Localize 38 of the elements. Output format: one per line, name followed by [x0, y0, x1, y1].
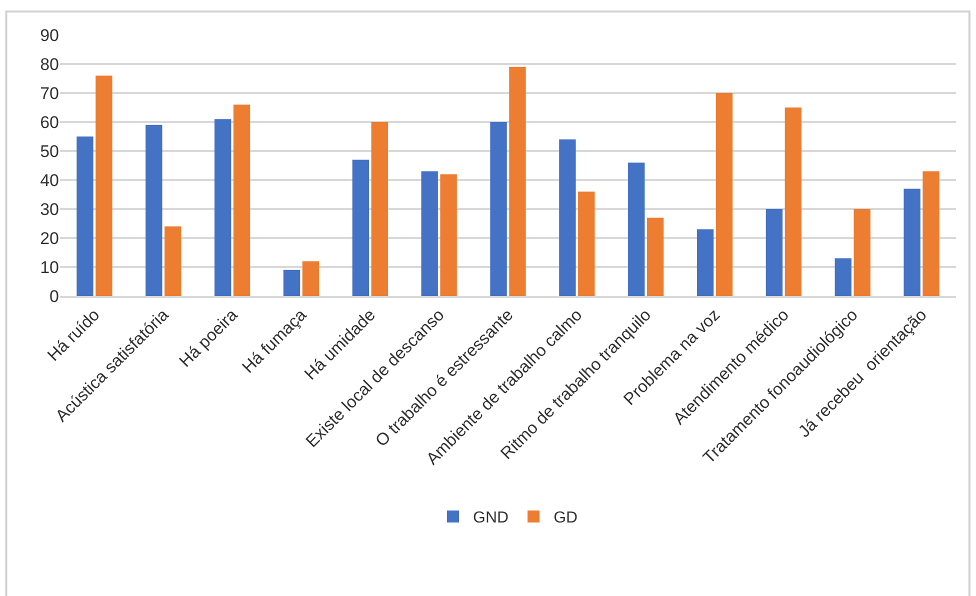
y-tick-label: 70 [40, 84, 59, 103]
bar [490, 122, 507, 296]
bar [559, 139, 576, 296]
bar [696, 229, 714, 296]
bar [302, 261, 320, 296]
bar [509, 66, 526, 296]
bar [76, 136, 94, 296]
y-tick-label: 50 [40, 142, 59, 161]
y-tick-label: 0 [50, 286, 59, 306]
bar [628, 162, 645, 296]
bar [283, 270, 300, 296]
bar [766, 209, 783, 296]
y-tick-label: 80 [40, 54, 59, 74]
legend-label: GD [554, 510, 578, 527]
y-tick-label: 10 [40, 258, 59, 277]
bar [578, 192, 595, 296]
bar [646, 218, 664, 296]
bar [716, 93, 733, 296]
bar [164, 226, 182, 296]
y-tick-label: 30 [40, 200, 59, 219]
y-tick-label: 20 [40, 228, 59, 248]
bar [421, 171, 438, 296]
bar [96, 76, 112, 296]
bar [834, 258, 852, 296]
bar [352, 160, 370, 296]
bar [233, 104, 250, 296]
bar [784, 108, 802, 296]
bar [854, 209, 870, 296]
bar [922, 171, 940, 296]
y-tick-label: 90 [40, 26, 59, 45]
bar [214, 119, 232, 296]
bar [440, 174, 457, 296]
y-tick-label: 60 [40, 112, 59, 132]
bar [146, 124, 162, 296]
bar [904, 188, 920, 296]
legend-label: GND [473, 510, 509, 527]
y-tick-label: 40 [40, 170, 59, 190]
bar [371, 122, 388, 296]
